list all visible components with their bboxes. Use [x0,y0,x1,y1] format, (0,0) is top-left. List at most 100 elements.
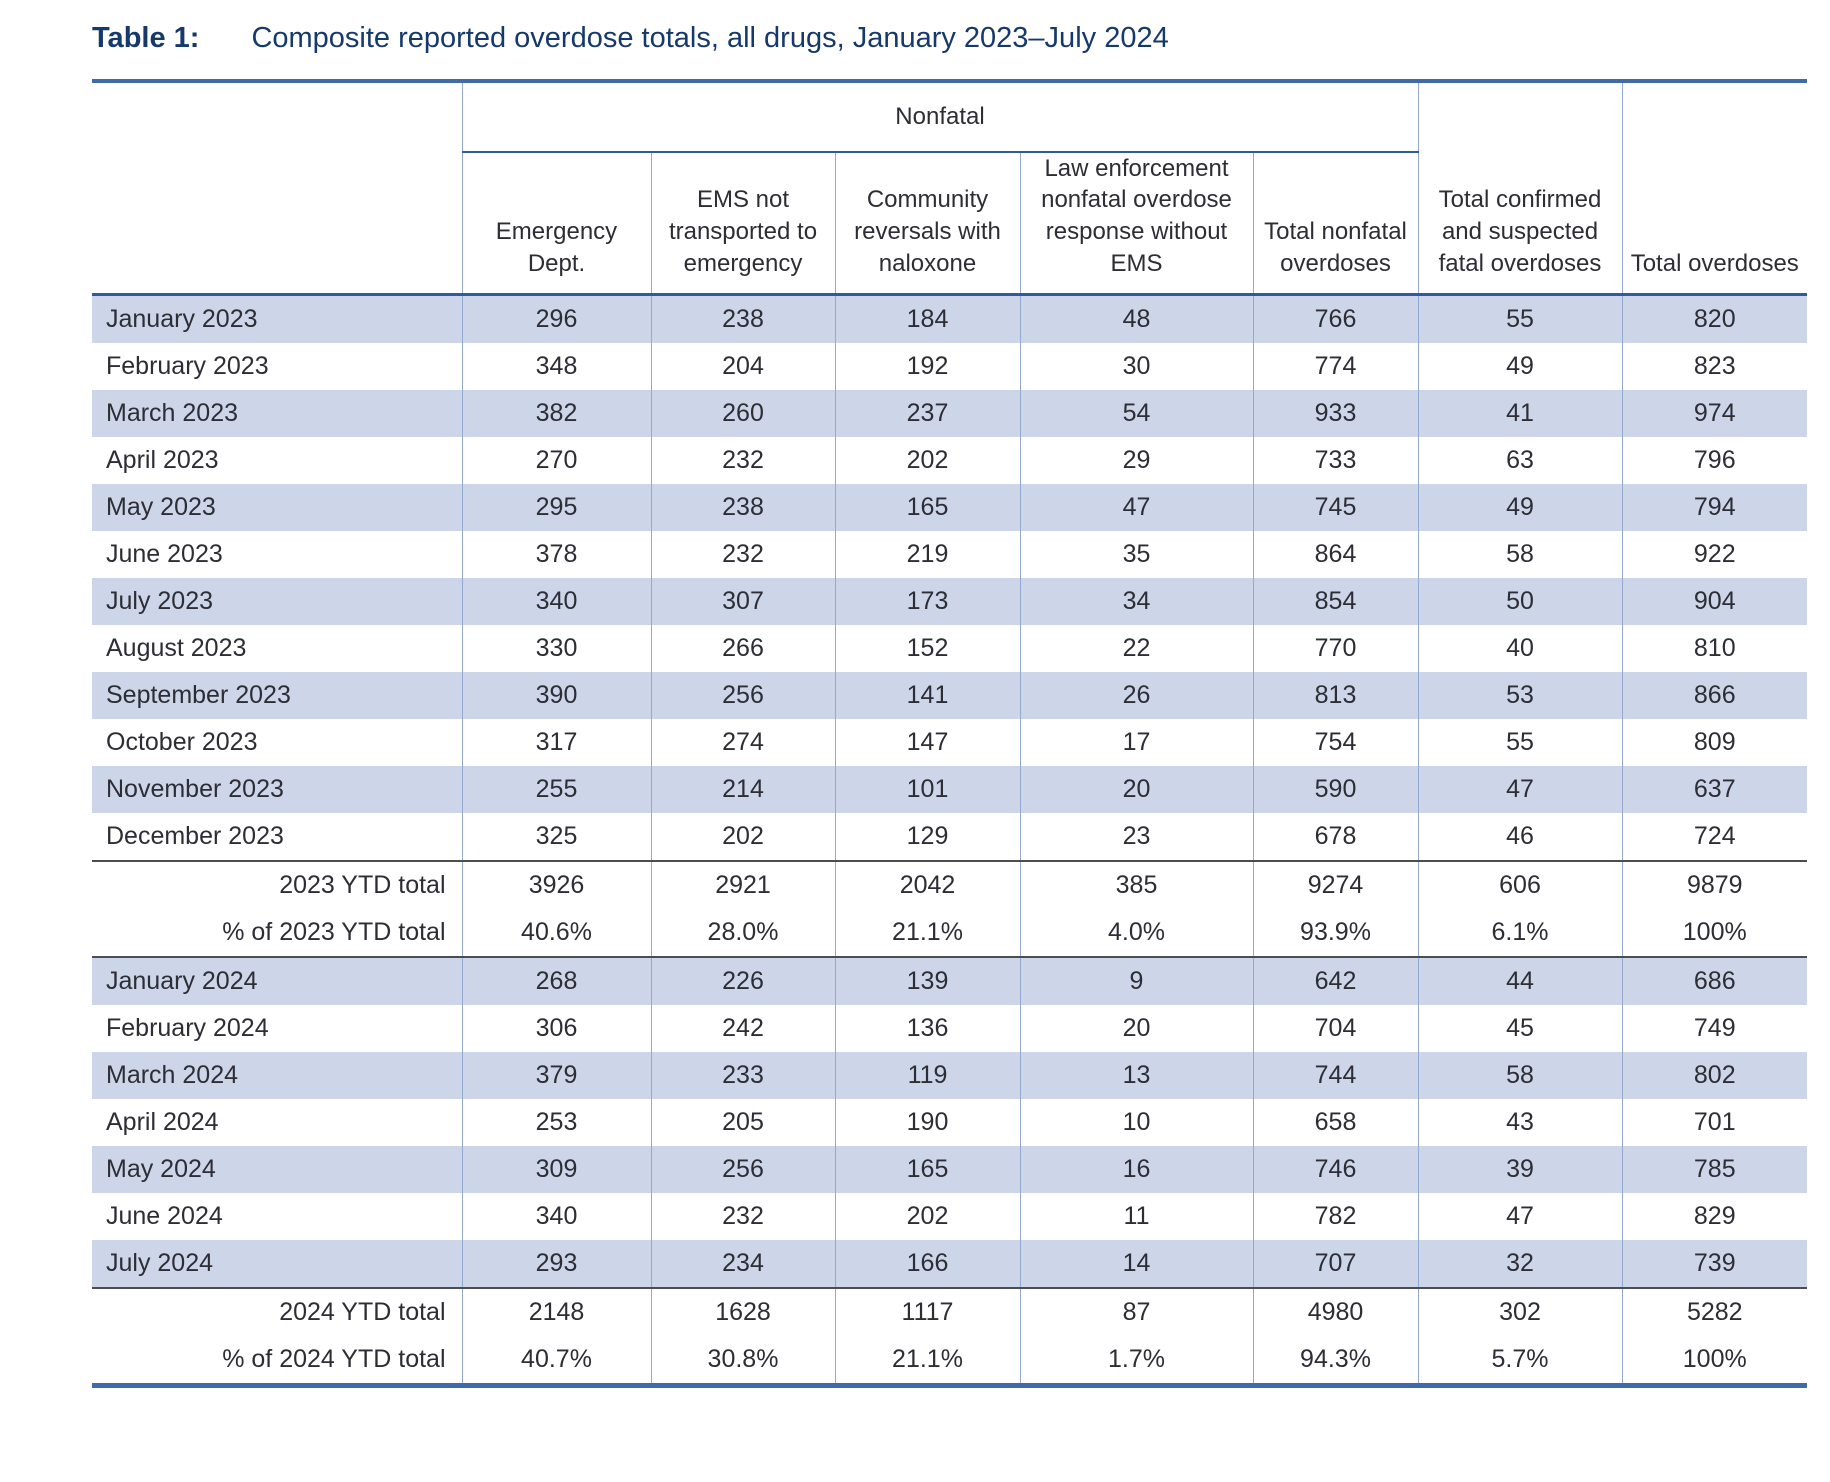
table-title: Table 1: Composite reported overdose tot… [92,20,1807,79]
value-cell: 13 [1019,1052,1253,1100]
table-row: April 2024 253 205 190 10 658 43 701 [92,1099,1807,1147]
value-cell: 233 [650,1052,835,1100]
value-cell: 829 [1621,1193,1807,1241]
value-cell: 6.1% [1417,909,1622,959]
value-cell: 93.9% [1252,909,1418,959]
value-cell: 745 [1252,484,1418,532]
value-cell: 823 [1621,343,1807,391]
value-cell: 202 [834,1193,1020,1241]
table-row: February 2024 306 242 136 20 704 45 749 [92,1005,1807,1053]
column-header-law-enforcement: Law enforcement nonfatal overdose respon… [1019,151,1253,297]
row-label: February 2024 [92,1005,463,1053]
value-cell: 119 [834,1052,1020,1100]
table-row: March 2023 382 260 237 54 933 41 974 [92,390,1807,438]
value-cell: 232 [650,1193,835,1241]
value-cell: 317 [461,719,651,767]
column-header-fatal: Total confirmed and suspected fatal over… [1417,81,1622,297]
value-cell: 94.3% [1252,1336,1418,1386]
value-cell: 49 [1417,484,1622,532]
row-label: January 2024 [92,957,463,1006]
value-cell: 330 [461,625,651,673]
table-row: April 2023 270 232 202 29 733 63 796 [92,437,1807,485]
value-cell: 293 [461,1240,651,1289]
value-cell: 58 [1417,1052,1622,1100]
value-cell: 28.0% [650,909,835,959]
value-cell: 266 [650,625,835,673]
row-label: 2023 YTD total [92,860,463,910]
value-cell: 754 [1252,719,1418,767]
table-row: July 2024 293 234 166 14 707 32 739 [92,1240,1807,1289]
value-cell: 260 [650,390,835,438]
value-cell: 204 [650,343,835,391]
value-cell: 642 [1252,957,1418,1006]
value-cell: 17 [1019,719,1253,767]
value-cell: 192 [834,343,1020,391]
value-cell: 9879 [1621,860,1807,910]
value-cell: 904 [1621,578,1807,626]
value-cell: 173 [834,578,1020,626]
value-cell: 46 [1417,813,1622,862]
value-cell: 739 [1621,1240,1807,1289]
value-cell: 770 [1252,625,1418,673]
value-cell: 382 [461,390,651,438]
table-row: % of 2024 YTD total 40.7% 30.8% 21.1% 1.7% 94… [92,1336,1807,1386]
table-number-label: Table 1: [92,22,200,54]
table-row: January 2024 268 226 139 9 642 44 686 [92,957,1807,1006]
value-cell: 30.8% [650,1336,835,1386]
value-cell: 22 [1019,625,1253,673]
value-cell: 23 [1019,813,1253,862]
value-cell: 166 [834,1240,1020,1289]
value-cell: 5282 [1621,1287,1807,1337]
table-row: December 2023 325 202 129 23 678 46 724 [92,813,1807,862]
value-cell: 4980 [1252,1287,1418,1337]
value-cell: 658 [1252,1099,1418,1147]
value-cell: 100% [1621,1336,1807,1386]
value-cell: 141 [834,672,1020,720]
table-row: March 2024 379 233 119 13 744 58 802 [92,1052,1807,1100]
value-cell: 20 [1019,766,1253,814]
value-cell: 100% [1621,909,1807,959]
row-label: March 2023 [92,390,463,438]
value-cell: 2148 [461,1287,651,1337]
value-cell: 20 [1019,1005,1253,1053]
row-label: May 2024 [92,1146,463,1194]
value-cell: 782 [1252,1193,1418,1241]
value-cell: 136 [834,1005,1020,1053]
value-cell: 253 [461,1099,651,1147]
value-cell: 296 [461,294,651,344]
column-header-ems-not-transported: EMS not transported to emergency [650,151,835,297]
value-cell: 55 [1417,294,1622,344]
value-cell: 701 [1621,1099,1807,1147]
table-row: May 2023 295 238 165 47 745 49 794 [92,484,1807,532]
table-row: January 2023 296 238 184 48 766 55 820 [92,294,1807,344]
value-cell: 255 [461,766,651,814]
value-cell: 637 [1621,766,1807,814]
value-cell: 2921 [650,860,835,910]
value-cell: 39 [1417,1146,1622,1194]
value-cell: 226 [650,957,835,1006]
value-cell: 678 [1252,813,1418,862]
value-cell: 820 [1621,294,1807,344]
value-cell: 256 [650,672,835,720]
value-cell: 55 [1417,719,1622,767]
value-cell: 205 [650,1099,835,1147]
value-cell: 809 [1621,719,1807,767]
value-cell: 10 [1019,1099,1253,1147]
row-label: December 2023 [92,813,463,862]
value-cell: 295 [461,484,651,532]
value-cell: 214 [650,766,835,814]
value-cell: 796 [1621,437,1807,485]
value-cell: 242 [650,1005,835,1053]
column-header-total-nonfatal: Total nonfatal overdoses [1252,151,1418,297]
value-cell: 378 [461,531,651,579]
value-cell: 733 [1252,437,1418,485]
value-cell: 270 [461,437,651,485]
value-cell: 340 [461,1193,651,1241]
row-label: July 2023 [92,578,463,626]
value-cell: 43 [1417,1099,1622,1147]
table-row: November 2023 255 214 101 20 590 47 637 [92,766,1807,814]
value-cell: 129 [834,813,1020,862]
column-header-emergency-dept: Emergency Dept. [461,151,651,297]
value-cell: 147 [834,719,1020,767]
table-row: % of 2023 YTD total 40.6% 28.0% 21.1% 4.0% 93… [92,909,1807,959]
